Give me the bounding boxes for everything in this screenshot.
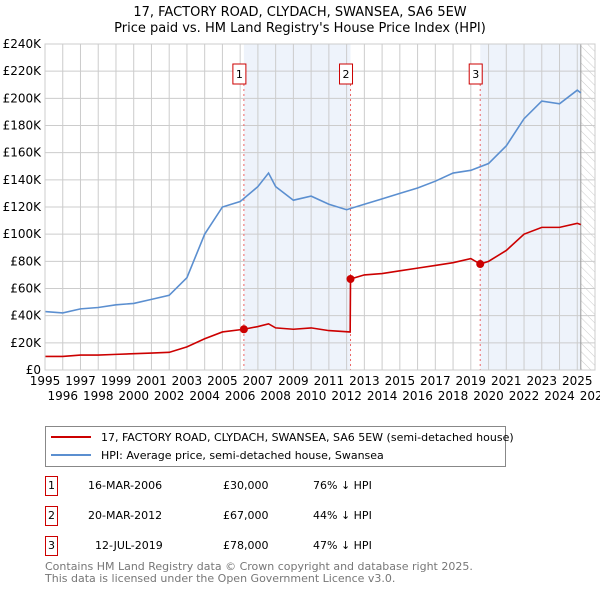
legend-property: 17, FACTORY ROAD, CLYDACH, SWANSEA, SA6 … — [101, 430, 514, 444]
transaction-hpi: 47% ↓ HPI — [313, 539, 372, 552]
transaction-row: 1 16-MAR-2006 £30,000 76% ↓ HPI — [45, 476, 445, 496]
x-tick-label: 1995 — [30, 374, 61, 388]
transaction-number: 1 — [45, 476, 58, 496]
x-tick-label: 2011 — [314, 374, 345, 388]
sale-marker-box — [232, 63, 247, 85]
series-line-hpi — [44, 89, 582, 314]
y-tick-label: £180K — [3, 119, 43, 133]
x-tick-label: 2020 — [473, 389, 504, 403]
y-tick-label: £140K — [3, 173, 43, 187]
transaction-date: 12-JUL-2019 — [95, 539, 163, 552]
y-tick-label: £220K — [3, 64, 43, 78]
x-tick-label: 2004 — [189, 389, 220, 403]
sale-marker-label: 2 — [343, 68, 350, 81]
legend-blue-line — [51, 454, 91, 456]
y-tick-label: £160K — [3, 146, 43, 160]
x-tick-label: 2025 — [562, 374, 593, 388]
x-tick-label: 2000 — [118, 389, 149, 403]
x-tick-label: 1996 — [47, 389, 78, 403]
legend-hpi: HPI: Average price, semi-detached house,… — [101, 448, 384, 462]
transaction-date: 20-MAR-2012 — [88, 509, 163, 522]
x-tick-label: 2015 — [385, 374, 416, 388]
y-tick-label: £60K — [10, 282, 42, 296]
sale-point — [239, 325, 248, 334]
x-tick-label: 2009 — [278, 374, 309, 388]
footer: Contains HM Land Registry data © Crown c… — [45, 561, 473, 585]
transaction-date: 16-MAR-2006 — [88, 479, 163, 492]
sale-point — [476, 260, 485, 269]
x-tick-label: 2008 — [260, 389, 291, 403]
y-tick-label: £200K — [3, 91, 43, 105]
legend-red-line — [51, 436, 91, 438]
plot-frame — [44, 43, 596, 371]
footer-line: This data is licensed under the Open Gov… — [45, 572, 396, 585]
x-tick-label: 2023 — [527, 374, 558, 388]
y-tick-label: £240K — [3, 37, 43, 51]
transaction-row: 3 12-JUL-2019 £78,000 47% ↓ HPI — [45, 536, 445, 556]
x-tick-label: 2016 — [402, 389, 433, 403]
transaction-price: £30,000 — [223, 479, 269, 492]
x-tick-label: 2018 — [438, 389, 469, 403]
transaction-row: 2 20-MAR-2012 £67,000 44% ↓ HPI — [45, 506, 445, 526]
transaction-hpi: 44% ↓ HPI — [313, 509, 372, 522]
x-tick-label: 2001 — [136, 374, 167, 388]
sale-marker-box — [339, 63, 354, 85]
x-tick-label: 2003 — [172, 374, 203, 388]
transaction-hpi: 76% ↓ HPI — [313, 479, 372, 492]
price-chart: 1995199619971998199920002001200220032004… — [3, 37, 600, 403]
y-tick-label: £40K — [10, 309, 42, 323]
x-tick-label: 2019 — [456, 374, 487, 388]
transaction-price: £78,000 — [223, 539, 269, 552]
legend: 17, FACTORY ROAD, CLYDACH, SWANSEA, SA6 … — [45, 426, 514, 467]
x-tick-label: 2010 — [296, 389, 327, 403]
transaction-number: 3 — [45, 536, 58, 556]
x-tick-label: 2021 — [491, 374, 522, 388]
chart-title: 17, FACTORY ROAD, CLYDACH, SWANSEA, SA6 … — [133, 5, 467, 20]
x-tick-label: 1997 — [65, 374, 96, 388]
x-tick-label: 2012 — [331, 389, 362, 403]
sale-marker-label: 1 — [236, 68, 243, 81]
transaction-price: £67,000 — [223, 509, 269, 522]
x-tick-label: 2005 — [207, 374, 238, 388]
y-tick-label: £20K — [10, 336, 42, 350]
x-tick-label: 2017 — [420, 374, 451, 388]
sale-point — [346, 274, 355, 283]
transaction-number: 2 — [45, 506, 58, 526]
series-line-property — [45, 222, 582, 358]
chart-subtitle: Price paid vs. HM Land Registry's House … — [114, 21, 486, 36]
y-tick-label: £100K — [3, 227, 43, 241]
x-tick-label: 1999 — [101, 374, 132, 388]
y-tick-label: £120K — [3, 200, 43, 214]
y-tick-label: £0 — [26, 363, 41, 377]
x-tick-label: 2026 — [580, 389, 600, 403]
x-tick-label: 2002 — [154, 389, 185, 403]
x-tick-label: 2014 — [367, 389, 398, 403]
x-tick-label: 2022 — [509, 389, 540, 403]
y-tick-label: £80K — [10, 254, 42, 268]
x-tick-label: 2013 — [349, 374, 380, 388]
x-tick-label: 2007 — [243, 374, 274, 388]
x-tick-label: 2006 — [225, 389, 256, 403]
footer-line: Contains HM Land Registry data © Crown c… — [45, 560, 473, 573]
x-tick-label: 2024 — [544, 389, 575, 403]
x-tick-label: 1998 — [83, 389, 114, 403]
sale-marker-label: 3 — [472, 68, 479, 81]
sale-marker-box — [468, 63, 483, 85]
